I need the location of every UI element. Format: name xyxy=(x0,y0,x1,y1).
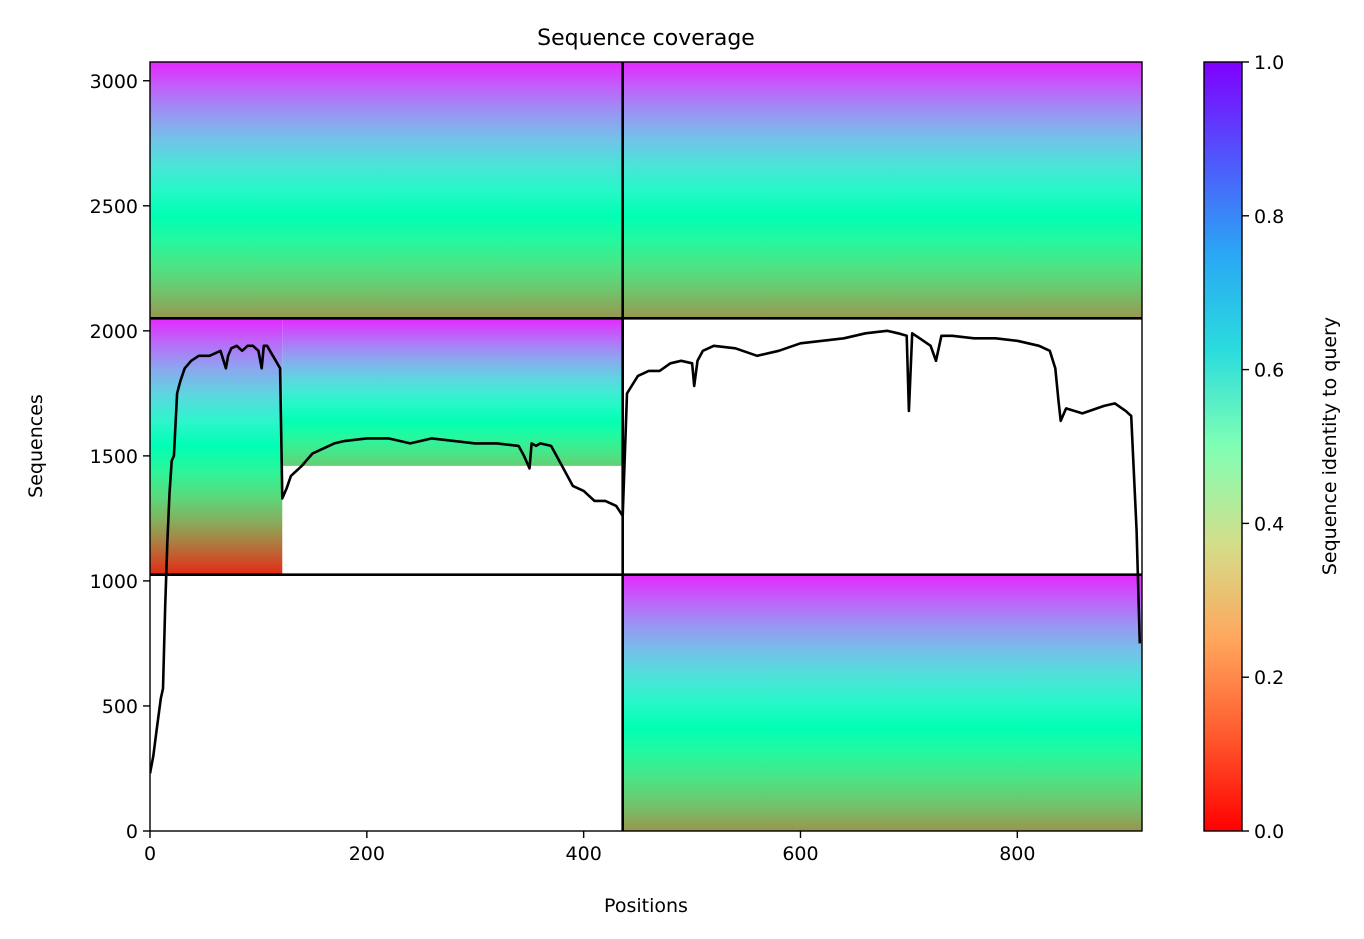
y-tick-label: 2500 xyxy=(90,196,138,218)
colorbar-tick-label: 1.0 xyxy=(1254,52,1284,74)
colorbar xyxy=(1203,61,1243,832)
coverage-line xyxy=(150,329,1142,774)
plot-frame xyxy=(149,61,1143,832)
colorbar-tick-label: 0.0 xyxy=(1254,821,1284,843)
colorbar-tick-label: 0.6 xyxy=(1254,360,1284,382)
heatmap-blocks xyxy=(150,62,1142,831)
y-tick-label: 1000 xyxy=(90,571,138,593)
y-tick-label: 1500 xyxy=(90,446,138,468)
colorbar-tick-label: 0.8 xyxy=(1254,206,1284,228)
heatmap-block xyxy=(622,574,1142,831)
x-tick-label: 0 xyxy=(144,843,156,865)
chart-title: Sequence coverage xyxy=(537,26,755,51)
y-tick-label: 3000 xyxy=(90,71,138,93)
x-axis-ticks: 0 200 400 600 800 xyxy=(144,831,1035,865)
y-tick-label: 2000 xyxy=(90,321,138,343)
y-axis-label: Sequences xyxy=(25,394,47,498)
x-tick-label: 400 xyxy=(566,843,602,865)
y-axis-ticks: 0 500 1000 1500 2000 2500 3000 xyxy=(90,71,150,843)
x-tick-label: 200 xyxy=(349,843,385,865)
colorbar-tick-label: 0.4 xyxy=(1254,513,1284,535)
block-boundaries xyxy=(150,62,1142,831)
heatmap-block xyxy=(622,62,1142,319)
colorbar-ticks: 0.0 0.2 0.4 0.6 0.8 1.0 xyxy=(1242,52,1284,843)
x-axis-label: Positions xyxy=(604,895,688,917)
y-tick-label: 0 xyxy=(126,821,138,843)
heatmap-block xyxy=(150,62,623,319)
x-tick-label: 600 xyxy=(782,843,818,865)
y-tick-label: 500 xyxy=(102,696,138,718)
colorbar-label: Sequence identity to query xyxy=(1319,317,1341,575)
x-tick-label: 800 xyxy=(999,843,1035,865)
colorbar-tick-label: 0.2 xyxy=(1254,667,1284,689)
